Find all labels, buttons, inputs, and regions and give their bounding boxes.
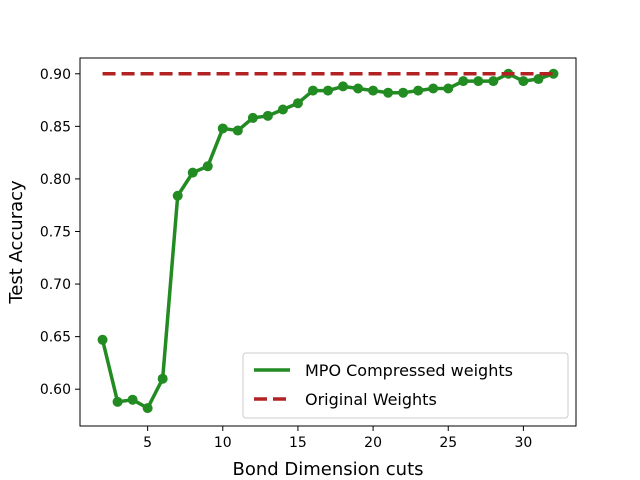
data-point [353,83,364,94]
data-point [232,125,243,136]
data-point [97,334,108,345]
data-point [277,104,288,115]
data-point [217,123,228,134]
data-point [172,190,183,201]
data-point [368,85,379,96]
data-point [518,76,529,87]
data-point [458,76,469,87]
data-point [187,167,198,178]
x-tick-label: 20 [364,435,382,451]
y-tick-label: 0.70 [40,277,71,293]
data-point [338,81,349,92]
data-point [292,98,303,109]
y-tick-label: 0.75 [40,224,71,240]
plot-area [97,68,559,414]
data-point [413,85,424,96]
x-tick-label: 25 [439,435,457,451]
data-point [142,403,153,414]
data-point [323,85,333,96]
x-axis-label: Bond Dimension cuts [232,459,423,480]
data-point [428,83,439,94]
data-point [247,112,258,123]
data-point [533,74,544,85]
legend-box [242,352,569,419]
y-axis-label: Test Accuracy [6,180,27,305]
data-point [127,394,138,405]
data-point [473,76,484,87]
data-point [383,87,394,98]
data-point [157,373,168,384]
y-tick-label: 0.85 [40,119,71,135]
data-point [202,161,213,172]
x-tick-label: 5 [143,435,152,451]
legend: MPO Compressed weights Original Weights [242,352,569,419]
x-tick-label: 10 [214,435,232,451]
data-point [398,87,409,98]
data-point [443,83,454,94]
y-tick-label: 0.65 [40,330,71,346]
data-point [488,76,499,87]
data-point [262,110,273,121]
y-tick-label: 0.80 [40,172,71,188]
data-point [112,396,123,407]
axes: 5 10 15 20 25 30 0.60 0.65 0.70 0.75 0.80 0.85 0.90 [40,57,577,451]
legend-label-mpo-compressed-weights: MPO Compressed weights [305,361,513,380]
y-tick-label: 0.90 [40,67,71,83]
data-point [548,68,559,79]
y-tick-label: 0.60 [40,382,71,398]
legend-label-original-weights: Original Weights [305,390,437,409]
axes-frame [79,57,577,427]
data-point [307,85,318,96]
x-tick-label: 15 [289,435,307,451]
x-tick-label: 30 [514,435,532,451]
